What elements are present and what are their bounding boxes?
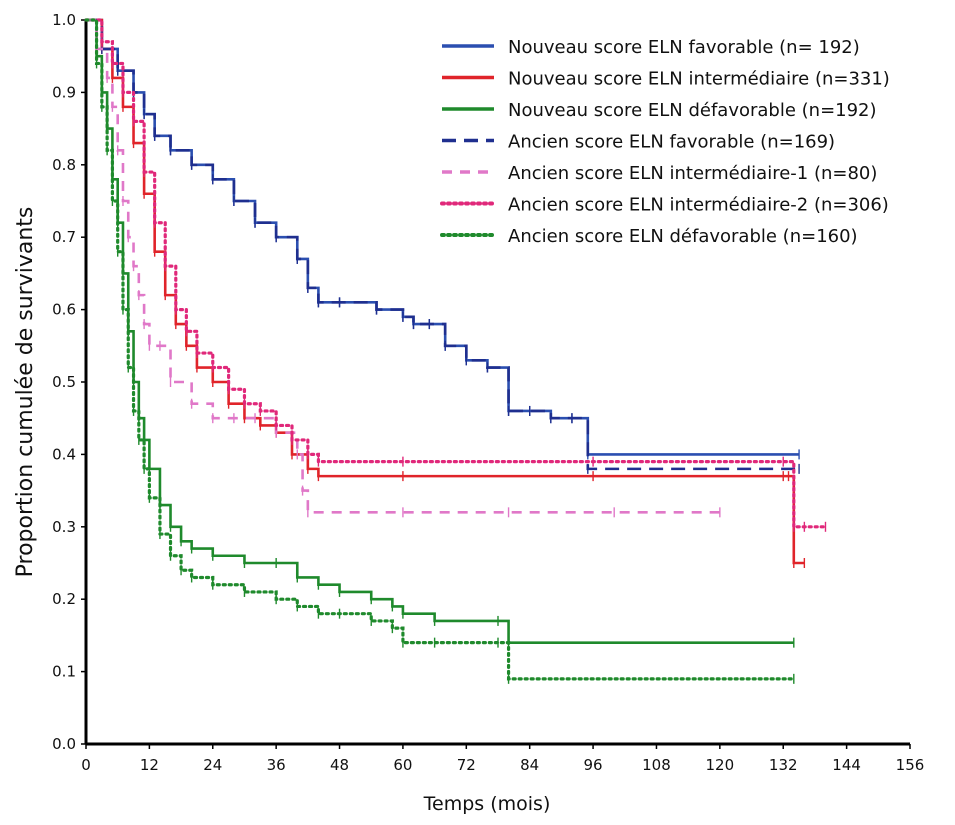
x-tick-label: 72: [457, 756, 476, 774]
legend-label: Ancien score ELN intermédiaire-1 (n=80): [508, 163, 877, 184]
legend-label: Nouveau score ELN défavorable (n=192): [508, 100, 877, 121]
y-tick-label: 0.1: [52, 663, 76, 681]
series-line: [86, 18, 720, 514]
legend-label: Ancien score ELN défavorable (n=160): [508, 226, 858, 247]
x-tick-label: 36: [267, 756, 286, 774]
series-line: [84, 18, 828, 529]
y-tick-label: 0.5: [52, 373, 76, 391]
axes: [84, 20, 910, 746]
y-axis-title: Proportion cumulée de survivants: [13, 207, 38, 578]
y-tick-label: 0.6: [52, 301, 76, 319]
legend-label: Ancien score ELN favorable (n=169): [508, 132, 835, 153]
y-tick-label: 0.7: [52, 228, 76, 246]
x-tick-label: 0: [81, 756, 91, 774]
series-line: [86, 18, 800, 471]
y-tick-label: 0.3: [52, 518, 76, 536]
x-tick-label: 12: [140, 756, 159, 774]
x-tick-label: 60: [393, 756, 412, 774]
y-tick-label: 1.0: [52, 11, 76, 29]
legend-label: Nouveau score ELN intermédiaire (n=331): [508, 69, 890, 90]
legend-label: Nouveau score ELN favorable (n= 192): [508, 37, 860, 58]
x-tick-label: 156: [896, 756, 925, 774]
x-axis-title: Temps (mois): [423, 793, 551, 815]
series-layer: [84, 18, 828, 684]
x-tick-label: 132: [769, 756, 798, 774]
y-tick-label: 0.2: [52, 590, 76, 608]
x-tick-label: 144: [832, 756, 861, 774]
legend-label: Ancien score ELN intermédiaire-2 (n=306): [508, 195, 889, 216]
x-tick-label: 96: [584, 756, 603, 774]
x-tick-label: 108: [642, 756, 671, 774]
ticks: 0 12 24 36 48 60 72 84 96 108 120 132 144 156 0.0 0.1 0.…: [52, 11, 924, 774]
y-tick-label: 0.0: [52, 735, 76, 753]
series-line: [86, 18, 794, 644]
x-tick-label: 120: [706, 756, 735, 774]
y-tick-label: 0.4: [52, 445, 76, 463]
x-tick-label: 24: [203, 756, 222, 774]
x-tick-label: 48: [330, 756, 349, 774]
y-tick-label: 0.8: [52, 156, 76, 174]
y-tick-label: 0.9: [52, 83, 76, 101]
legend: Nouveau score ELN favorable (n= 192) Nouv…: [440, 37, 890, 247]
x-tick-label: 84: [520, 756, 539, 774]
